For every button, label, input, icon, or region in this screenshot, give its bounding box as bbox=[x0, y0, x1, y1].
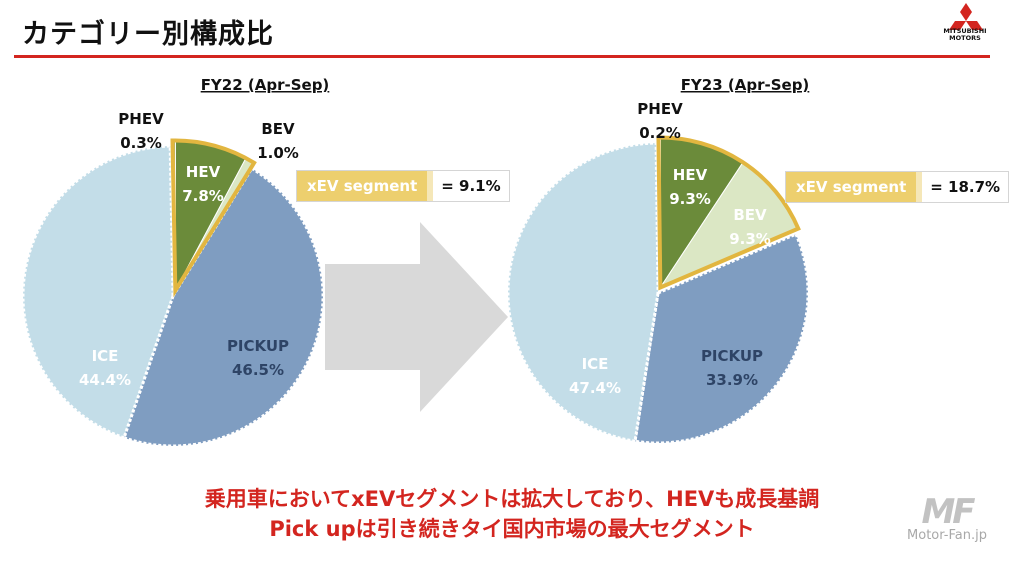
pie-chart-fy22 bbox=[21, 138, 325, 448]
label-pickup-fy22: PICKUP bbox=[227, 337, 289, 355]
watermark-logo: MF bbox=[921, 492, 975, 532]
xev-segment-label: xEV segment bbox=[297, 171, 428, 201]
pie-slice-pickup bbox=[633, 232, 810, 445]
pie-slice-ice bbox=[21, 144, 175, 440]
value-phev-fy23: 0.2% bbox=[639, 124, 681, 142]
title-divider bbox=[14, 55, 990, 58]
conclusion-line-2: Pick upは引き続きタイ国内市場の最大セグメント bbox=[269, 517, 755, 541]
mitsubishi-logo-icon bbox=[949, 3, 983, 30]
label-hev-fy23: HEV bbox=[673, 166, 708, 184]
pie-slice-ice bbox=[506, 141, 660, 443]
xev-segment-box-fy22: xEV segment = 9.1% bbox=[296, 170, 510, 202]
xev-segment-outline bbox=[656, 135, 801, 291]
label-bev-fy23: BEV bbox=[733, 206, 767, 224]
xev-segment-label: xEV segment bbox=[786, 172, 917, 202]
xev-segment-value: = 9.1% bbox=[427, 171, 508, 201]
logo-text-line2: MOTORS bbox=[949, 34, 981, 42]
label-ice-fy22: ICE bbox=[92, 347, 119, 365]
watermark-site: Motor-Fan.jp bbox=[907, 528, 987, 543]
label-bev-fy22: BEV bbox=[261, 120, 295, 138]
label-ice-fy23: ICE bbox=[582, 355, 609, 373]
pie-slice-pickup bbox=[122, 166, 325, 448]
value-ice-fy22: 44.4% bbox=[79, 371, 131, 389]
logo-text-line1: MITSUBISHI bbox=[943, 27, 987, 35]
label-pickup-fy23: PICKUP bbox=[701, 347, 763, 365]
value-phev-fy22: 0.3% bbox=[120, 134, 162, 152]
value-pickup-fy23: 33.9% bbox=[706, 371, 758, 389]
value-pickup-fy22: 46.5% bbox=[232, 361, 284, 379]
label-hev-fy22: HEV bbox=[186, 163, 221, 181]
xev-segment-outline bbox=[170, 138, 257, 298]
value-bev-fy22: 1.0% bbox=[257, 144, 299, 162]
pie-chart-fy23 bbox=[506, 135, 810, 445]
value-bev-fy23: 9.3% bbox=[729, 230, 771, 248]
conclusion-line-1: 乗用車においてxEVセグメントは拡大しており、HEVも成長基調 bbox=[204, 487, 820, 511]
chart-title-fy23: FY23 (Apr-Sep) bbox=[681, 76, 810, 94]
page-title: カテゴリー別構成比 bbox=[22, 19, 274, 50]
chart-title-fy22: FY22 (Apr-Sep) bbox=[201, 76, 330, 94]
watermark: MF Motor-Fan.jp bbox=[877, 492, 1017, 543]
value-hev-fy23: 9.3% bbox=[669, 190, 711, 208]
value-hev-fy22: 7.8% bbox=[182, 187, 224, 205]
label-phev-fy22: PHEV bbox=[118, 110, 164, 128]
xev-segment-box-fy23: xEV segment = 18.7% bbox=[785, 171, 1010, 203]
label-phev-fy23: PHEV bbox=[637, 100, 683, 118]
value-ice-fy23: 47.4% bbox=[569, 379, 621, 397]
transition-arrow-icon bbox=[325, 222, 508, 412]
xev-segment-value: = 18.7% bbox=[916, 172, 1008, 202]
logo-wordmark: MITSUBISHI MOTORS bbox=[930, 28, 1000, 42]
